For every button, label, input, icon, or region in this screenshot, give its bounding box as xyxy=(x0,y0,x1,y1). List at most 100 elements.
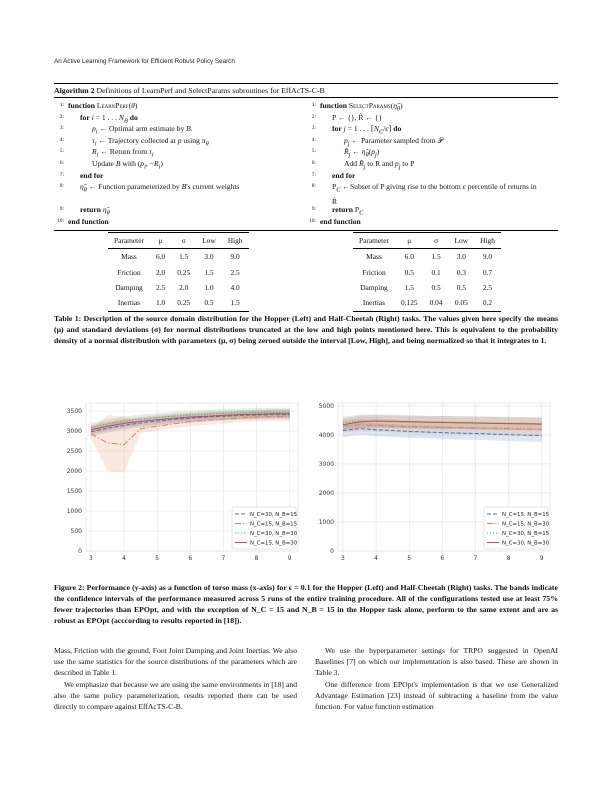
table-cell: 1.5 xyxy=(404,282,414,292)
table-cell: 3.0 xyxy=(204,252,214,262)
table-cell: 4.0 xyxy=(230,282,240,292)
algorithm-line: 4: pj ← Parameter sampled from 𝒫 xyxy=(306,135,558,148)
line-text: τi ← Trajectory collected at p using πθ xyxy=(92,135,209,148)
algorithm-line: 8: η̂θ ← Function parameterized by B's cu… xyxy=(54,181,306,204)
table-cell: 1.5 xyxy=(179,252,189,262)
algorithm-box: Algorithm 2 Definitions of LearnPerf and… xyxy=(54,83,558,232)
line-text: PC ←Subset of P giving rise to the botto… xyxy=(332,182,537,207)
line-text: Update B with (pi, −Ri) xyxy=(92,158,163,171)
line-number: 1: xyxy=(59,102,64,108)
x-tick-label: 7 xyxy=(222,555,226,562)
algorithm-line: 7: end for xyxy=(54,170,306,182)
legend-label: N_C=30, N_B=15 xyxy=(250,512,297,518)
table-cell: 9.0 xyxy=(482,252,493,262)
series-line xyxy=(342,424,542,430)
y-tick-label: 4000 xyxy=(319,432,334,439)
series-line xyxy=(342,428,542,437)
series-line xyxy=(90,413,290,431)
table-cell: 2.0 xyxy=(179,282,189,292)
table-cell: Damping xyxy=(115,282,143,292)
table-cell: 0.05 xyxy=(448,295,475,312)
legend-box xyxy=(231,506,297,550)
line-text: return η̂θ xyxy=(80,205,110,217)
algorithm-line: 10: end function xyxy=(306,216,558,228)
halfcheetah-chart: 0 1000 2000 3000 4000 5000 3 4 5 6 7 8 9 N_C=15, N_B=… xyxy=(308,397,556,567)
table-cell: Inertias xyxy=(108,295,150,312)
body-paragraph: We emphasize that because we are using t… xyxy=(54,679,297,712)
x-tick-label: 4 xyxy=(122,555,126,562)
x-tick-label: 5 xyxy=(407,555,411,562)
series-line xyxy=(90,411,290,428)
table-cell: 0.125 xyxy=(394,295,424,312)
table-cell: 0.5 xyxy=(404,267,414,277)
table-cell: 0.5 xyxy=(196,295,222,312)
column-header: Parameter xyxy=(353,232,395,249)
table-cell: Inertias xyxy=(353,295,395,312)
line-text: for i = 1 . . . NB do xyxy=(80,112,138,125)
body-paragraph: We use the hyperparameter settings for T… xyxy=(315,646,558,678)
column-header: Low xyxy=(196,232,222,249)
line-text: function SelectParams(η̂θ) xyxy=(320,101,403,113)
table-cell: 0.25 xyxy=(171,295,197,312)
table-row: Inertias 0.125 0.04 0.05 0.2 xyxy=(353,295,501,312)
line-number: 8: xyxy=(59,183,64,190)
table-cell: 0.7 xyxy=(482,267,493,277)
line-text: end for xyxy=(80,170,104,180)
x-tick-label: 9 xyxy=(540,555,544,562)
line-text: pi ← Optimal arm estimate by B. xyxy=(92,124,193,136)
legend-label: N_C=15, N_B=15 xyxy=(250,522,297,528)
line-text: Add R̂j to R and pj to P xyxy=(344,158,415,171)
x-tick-label: 9 xyxy=(288,555,292,562)
figure-caption: Figure 2: Performance (y-axis) as a func… xyxy=(54,583,558,625)
y-tick-label: 1000 xyxy=(319,519,334,526)
line-number: 2: xyxy=(311,113,316,120)
x-tick-label: 8 xyxy=(507,555,511,562)
algorithm-line: 3: for j = 1 . . . ⌈NC/ϵ⌉ do xyxy=(306,123,558,136)
y-tick-label: 1500 xyxy=(67,488,82,495)
x-tick-label: 6 xyxy=(188,555,192,562)
y-tick-label: 2500 xyxy=(67,448,82,455)
table-row: Friction 2.0 0.25 1.5 2.5 xyxy=(108,264,249,279)
table-cell: Friction xyxy=(117,267,141,277)
line-number: 2: xyxy=(59,113,64,120)
y-tick-label: 0 xyxy=(330,548,334,555)
table-cell: 0.1 xyxy=(431,267,441,277)
table-row: Inertias 1.0 0.25 0.5 1.5 xyxy=(108,295,249,312)
running-header: An Active Learning Framework for Efficie… xyxy=(54,58,235,65)
table-cell: 2.5 xyxy=(230,267,240,277)
series-line xyxy=(90,414,290,433)
hopper-chart: 0 500 1000 1500 2000 2500 3000 3500 3 4 5 6 7 8 9 N_C=3… xyxy=(56,397,304,567)
table-row: Damping 1.5 0.5 0.5 2.5 xyxy=(353,280,501,295)
x-tick-label: 3 xyxy=(341,555,345,562)
table-row: Friction 0.5 0.1 0.3 0.7 xyxy=(353,264,501,279)
halfcheetah-table: Parameter μ σ Low High Mass 6.0 1.5 3.0 9.0 Fricti… xyxy=(353,232,501,312)
table-row: Mass 6.0 1.5 3.0 9.0 xyxy=(353,249,501,265)
body-left-column: Mass, Friction with the ground, Foot Joi… xyxy=(54,645,297,712)
table-cell: Mass xyxy=(121,252,137,262)
table-cell: 1.0 xyxy=(204,282,214,292)
confidence-band xyxy=(342,418,542,436)
legend-label: N_C=30, N_B=30 xyxy=(250,531,298,537)
line-number: 7: xyxy=(59,171,64,178)
table-cell: 6.0 xyxy=(155,252,166,262)
x-tick-label: 4 xyxy=(374,555,378,562)
legend-label: N_C=15, N_B=15 xyxy=(502,512,549,518)
legend-box xyxy=(483,506,549,550)
table-cell: Friction xyxy=(362,267,386,277)
algorithm-line: 5: R̂j ← η̂θ(pj) xyxy=(306,146,558,159)
line-number: 10: xyxy=(308,217,316,224)
column-header: High xyxy=(221,232,249,249)
hopper-table: Parameter μ σ Low High Mass 6.0 1.5 3.0 9.0 Fricti… xyxy=(108,232,249,312)
line-text: P ← {}, R̂ ← {} xyxy=(332,112,383,122)
table-cell: 2.5 xyxy=(155,282,166,292)
confidence-band xyxy=(90,412,290,473)
algorithm-line: 2: P ← {}, R̂ ← {} xyxy=(306,112,558,124)
line-number: 6: xyxy=(59,159,64,166)
line-number: 5: xyxy=(311,148,316,155)
x-tick-label: 5 xyxy=(155,555,159,562)
table-row: Mass 6.0 1.5 3.0 9.0 xyxy=(108,249,249,265)
x-tick-label: 8 xyxy=(255,555,259,562)
y-tick-label: 5000 xyxy=(319,403,334,410)
legend-label: N_C=15, N_B=30 xyxy=(502,522,550,528)
y-tick-label: 3000 xyxy=(67,428,82,435)
